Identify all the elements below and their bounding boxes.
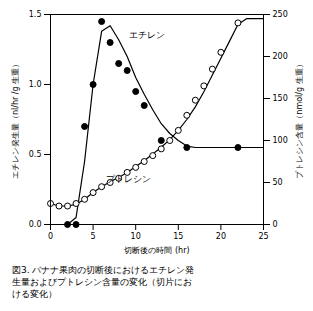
- svg-text:プトレシン含量（nmol/g 生重）: プトレシン含量（nmol/g 生重）: [295, 60, 304, 178]
- svg-text:エチレン: エチレン: [129, 30, 165, 40]
- svg-text:1.0: 1.0: [29, 80, 42, 89]
- svg-text:10: 10: [131, 232, 141, 241]
- svg-text:250: 250: [273, 10, 288, 19]
- svg-text:25: 25: [258, 232, 268, 241]
- svg-text:50: 50: [273, 178, 283, 187]
- html-text:ける変化）: ける変化）: [12, 289, 57, 299]
- svg-text:0.0: 0.0: [29, 220, 42, 229]
- svg-text:エチレン発生量（nl/hr /g 生重）: エチレン発生量（nl/hr /g 生重）: [11, 60, 20, 179]
- svg-text:15: 15: [173, 232, 183, 241]
- svg-text:100: 100: [273, 136, 288, 145]
- svg-text:0.5: 0.5: [29, 150, 42, 159]
- svg-text:0: 0: [273, 220, 278, 229]
- html-text:生量およびプトレシン含量の変化（切片にお: 生量およびプトレシン含量の変化（切片にお: [12, 277, 192, 287]
- svg-text:0: 0: [48, 232, 53, 241]
- svg-text:1.5: 1.5: [29, 10, 42, 19]
- svg-text:5: 5: [91, 232, 96, 241]
- html-text:図3. バナナ果肉の切断後におけるエチレン発: 図3. バナナ果肉の切断後におけるエチレン発: [12, 265, 195, 275]
- svg-text:切断後の時間 (hr): 切断後の時間 (hr): [124, 246, 189, 255]
- svg-text:プトレシン: プトレシン: [106, 174, 151, 184]
- svg-text:20: 20: [216, 232, 226, 241]
- svg-text:150: 150: [273, 94, 288, 103]
- svg-text:200: 200: [273, 52, 288, 61]
